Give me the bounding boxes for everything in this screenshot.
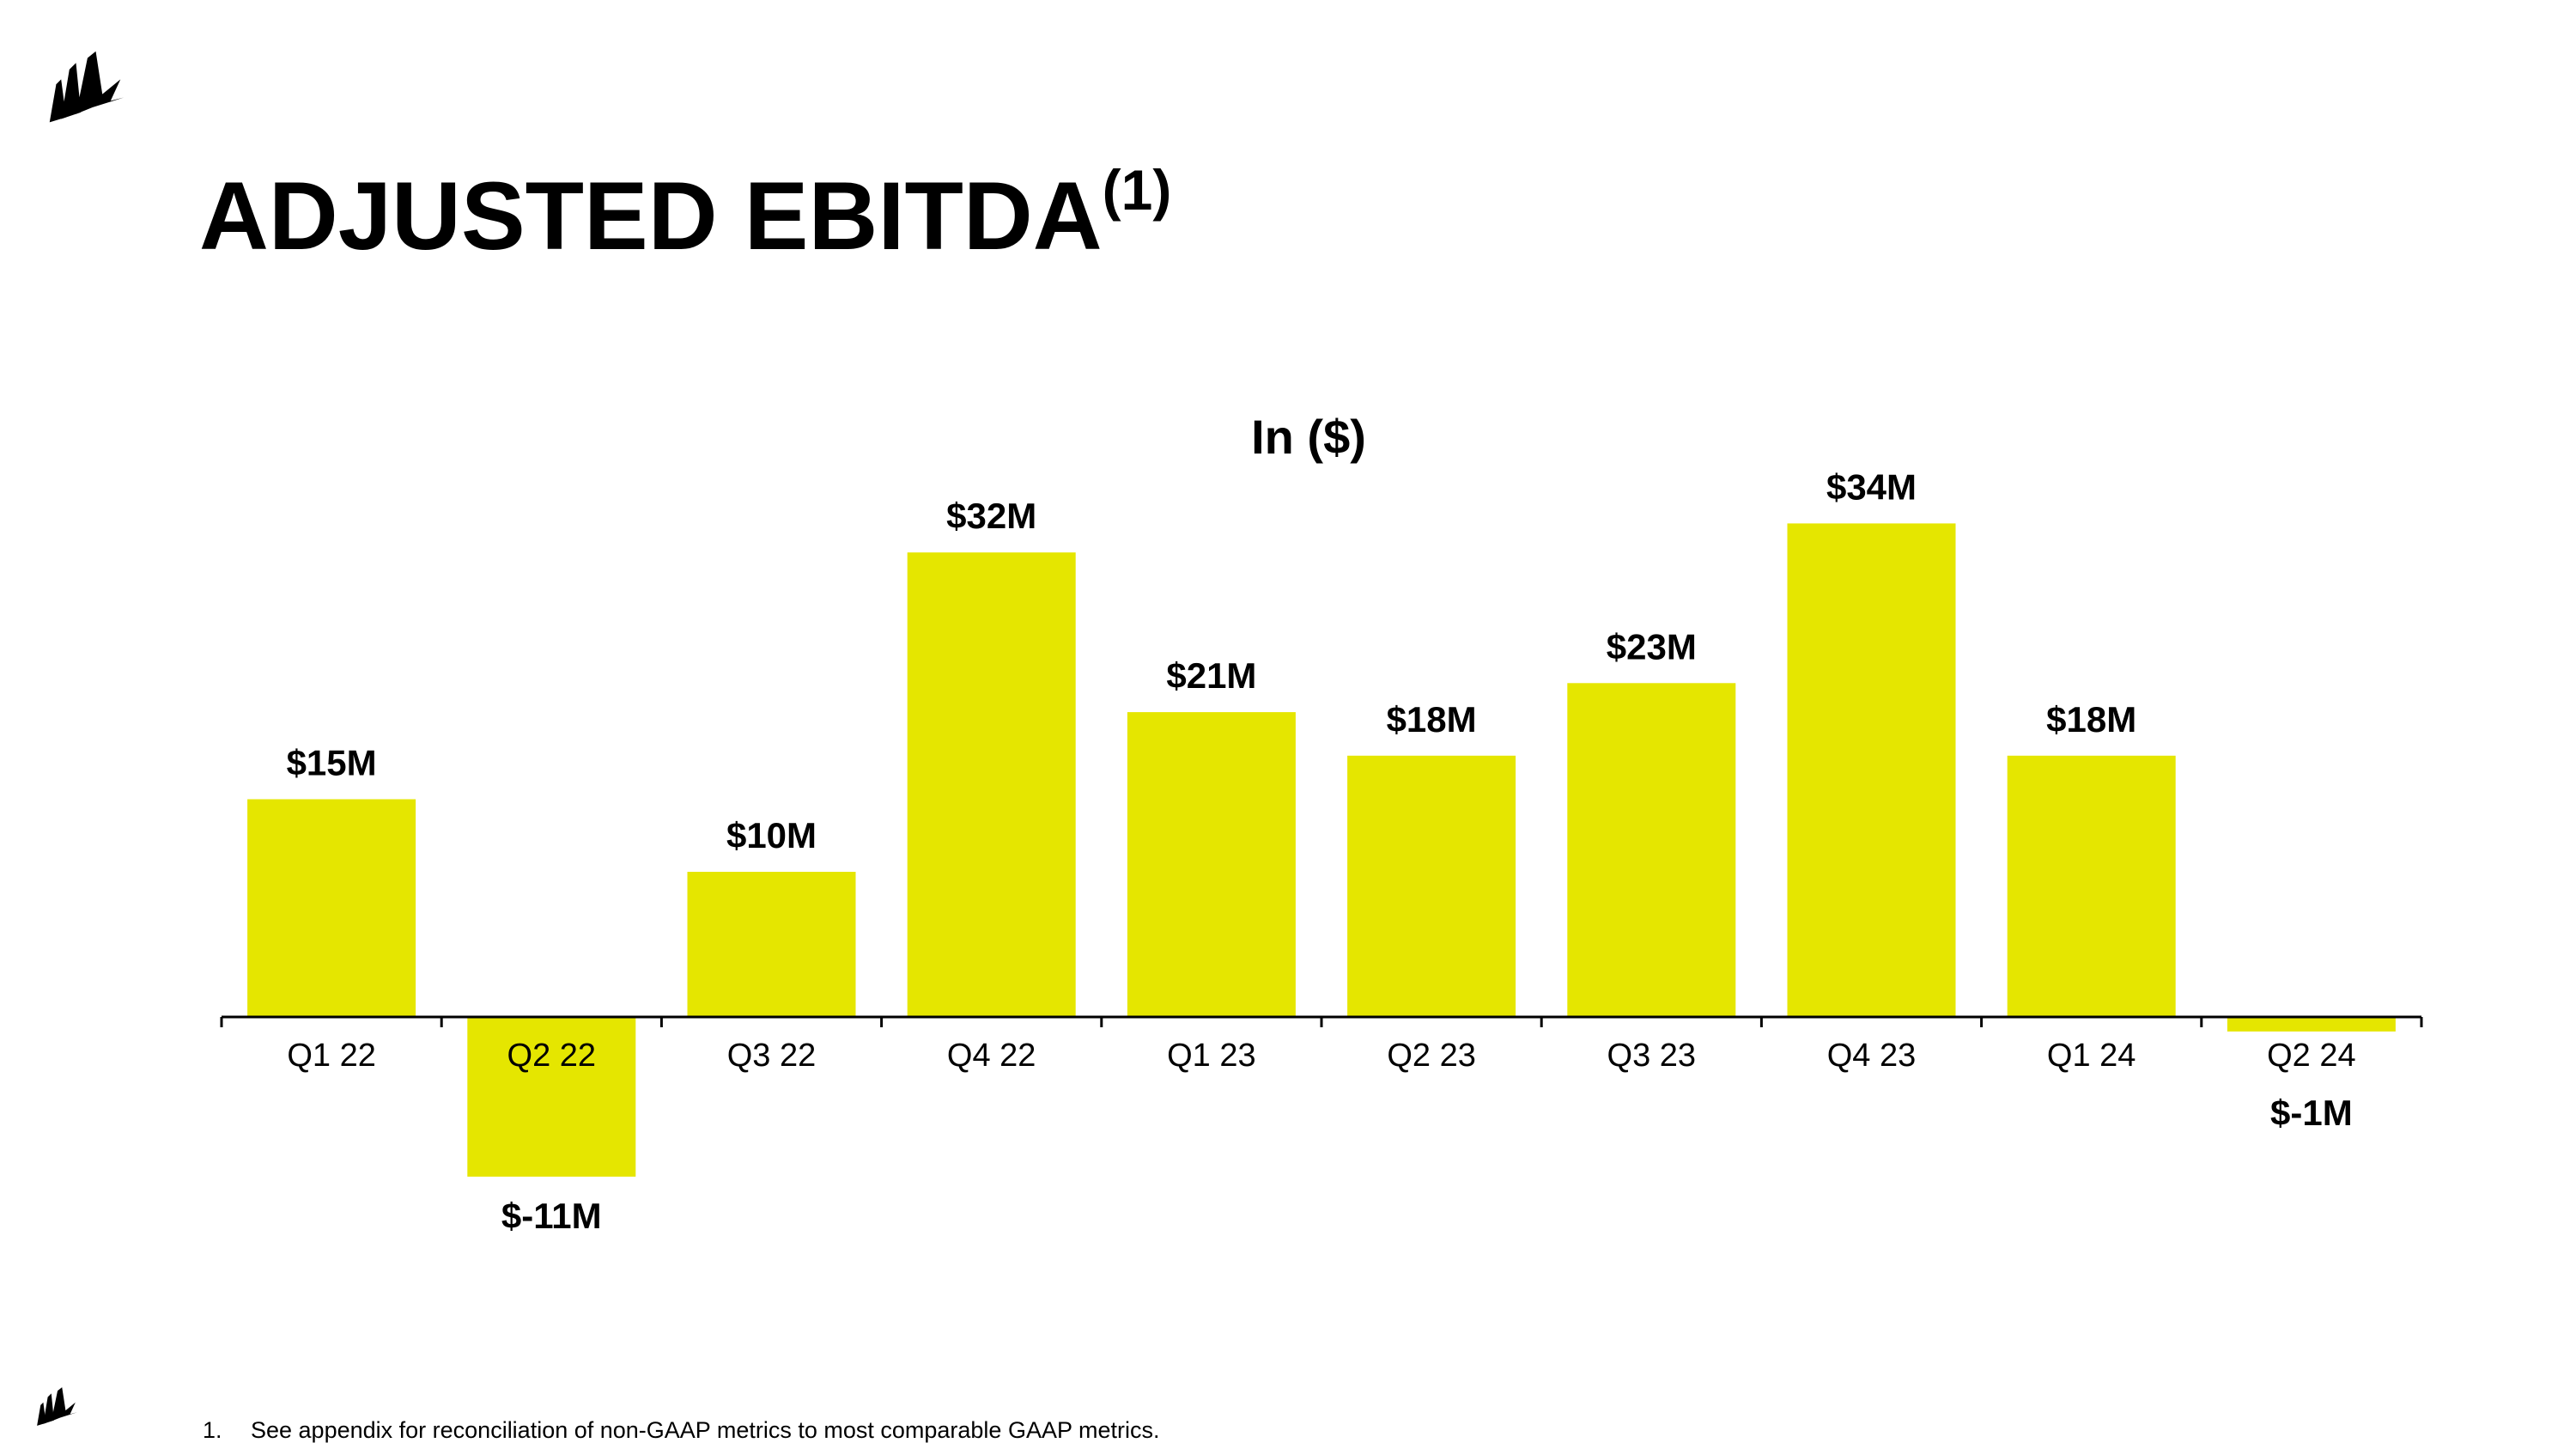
bar-q1-22 bbox=[247, 799, 416, 1017]
x-tick-label: Q3 23 bbox=[1607, 1038, 1697, 1074]
footnote: 1. See appendix for reconciliation of non… bbox=[203, 1419, 1159, 1442]
x-tick-label: Q2 23 bbox=[1387, 1038, 1476, 1074]
bar-q2-23 bbox=[1347, 755, 1516, 1017]
data-label: $10M bbox=[726, 815, 817, 855]
bar-q1-23 bbox=[1127, 712, 1296, 1017]
bar-q3-22 bbox=[687, 872, 856, 1017]
x-tick-label: Q2 22 bbox=[507, 1038, 597, 1074]
data-label: $18M bbox=[1387, 699, 1477, 740]
x-tick-label: Q1 22 bbox=[287, 1038, 376, 1074]
data-label: $15M bbox=[287, 743, 377, 783]
bar-q3-23 bbox=[1567, 683, 1736, 1017]
data-label: $23M bbox=[1607, 626, 1697, 667]
page-title-footnote-ref: (1) bbox=[1102, 158, 1172, 222]
sail-logo-small-icon bbox=[37, 1387, 77, 1426]
data-label: $18M bbox=[2046, 699, 2136, 740]
sail-logo-icon bbox=[49, 51, 125, 123]
footnote-text: See appendix for reconciliation of non-G… bbox=[251, 1417, 1160, 1443]
x-tick-label: Q1 23 bbox=[1167, 1038, 1256, 1074]
data-label: $21M bbox=[1166, 655, 1256, 696]
data-label: $34M bbox=[1826, 466, 1917, 507]
page-title-text: ADJUSTED EBITDA bbox=[199, 162, 1103, 270]
bar-q2-22 bbox=[467, 1017, 636, 1177]
x-tick-label: Q4 23 bbox=[1827, 1038, 1917, 1074]
bar-q4-22 bbox=[907, 552, 1076, 1017]
bar-q2-24 bbox=[2227, 1017, 2396, 1032]
bar-q1-24 bbox=[2007, 755, 2176, 1017]
footnote-number: 1. bbox=[203, 1417, 222, 1443]
page-title: ADJUSTED EBITDA(1) bbox=[199, 161, 1171, 265]
data-label: $-11M bbox=[501, 1196, 602, 1236]
bar-q4-23 bbox=[1787, 523, 1956, 1017]
x-tick-label: Q3 22 bbox=[727, 1038, 817, 1074]
x-tick-label: Q4 22 bbox=[947, 1038, 1036, 1074]
x-tick-label: Q1 24 bbox=[2047, 1038, 2136, 1074]
data-label: $-1M bbox=[2270, 1093, 2353, 1133]
x-tick-label: Q2 24 bbox=[2267, 1038, 2356, 1074]
chart-title: In ($) bbox=[1251, 410, 1366, 464]
data-label: $32M bbox=[946, 496, 1036, 536]
